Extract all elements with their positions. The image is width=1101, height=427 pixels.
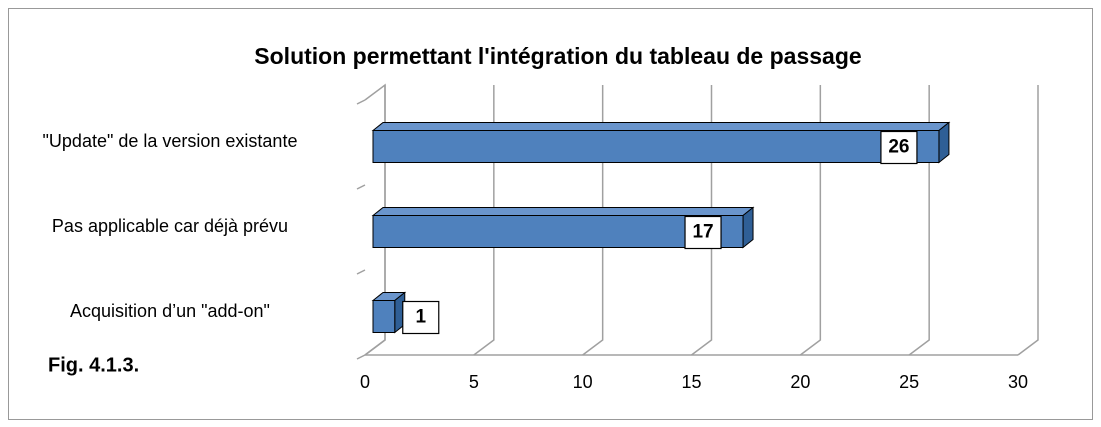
category-tick bbox=[356, 99, 366, 105]
data-label-box bbox=[880, 130, 918, 165]
category-tick bbox=[356, 354, 366, 360]
grid-line bbox=[799, 85, 822, 356]
data-label: 17 bbox=[692, 222, 713, 243]
chart-title: Solution permettant l'intégration du tab… bbox=[254, 43, 861, 69]
data-label: 26 bbox=[888, 137, 909, 158]
category-label: Acquisition d’un "add-on" bbox=[70, 300, 270, 321]
data-label-box bbox=[402, 300, 440, 335]
category-tick bbox=[356, 184, 366, 190]
bar-top bbox=[371, 122, 951, 131]
bar bbox=[372, 130, 940, 163]
grid-line bbox=[691, 85, 713, 356]
data-label-box bbox=[684, 215, 722, 250]
x-tick-label: 15 bbox=[681, 372, 701, 392]
bar bbox=[372, 300, 396, 333]
x-tick-label: 30 bbox=[1008, 372, 1028, 392]
bar-top bbox=[371, 207, 755, 216]
grid-line bbox=[1017, 85, 1039, 356]
category-label: Pas applicable car déjà prévu bbox=[51, 215, 289, 236]
x-tick-label: 5 bbox=[469, 372, 479, 392]
grid-line bbox=[908, 85, 930, 356]
bar bbox=[372, 215, 744, 248]
grid-line bbox=[364, 85, 386, 356]
x-tick-label: 25 bbox=[899, 372, 919, 392]
grid-line bbox=[473, 85, 495, 356]
x-tick-label: 0 bbox=[360, 372, 370, 392]
category-tick bbox=[356, 269, 366, 275]
x-tick-label: 10 bbox=[573, 372, 593, 392]
grid-line bbox=[582, 85, 604, 356]
figure-label: Fig. 4.1.3. bbox=[48, 354, 139, 376]
data-label: 1 bbox=[415, 307, 426, 328]
x-tick-label: 20 bbox=[790, 372, 810, 392]
category-label: "Update" de la version existante bbox=[42, 130, 298, 151]
